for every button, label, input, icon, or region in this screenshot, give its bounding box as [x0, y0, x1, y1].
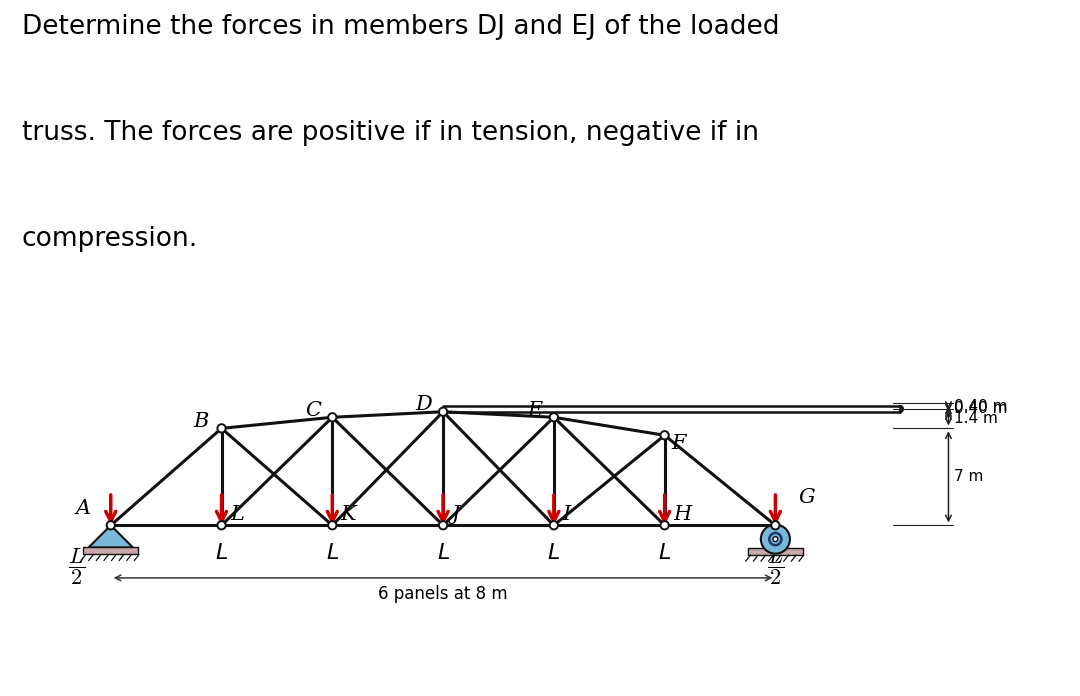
Bar: [83, 548, 138, 554]
Text: $L$: $L$: [326, 544, 339, 563]
Circle shape: [550, 413, 558, 422]
Circle shape: [661, 521, 669, 530]
Text: compression.: compression.: [22, 226, 198, 251]
Text: C: C: [305, 401, 321, 420]
Text: $\dfrac{L}{2}$: $\dfrac{L}{2}$: [68, 546, 84, 587]
Circle shape: [661, 431, 669, 439]
Text: D: D: [416, 395, 432, 414]
Circle shape: [328, 413, 337, 422]
Circle shape: [217, 521, 226, 530]
Text: $L$: $L$: [436, 544, 449, 563]
Text: 6 panels at 8 m: 6 panels at 8 m: [378, 585, 508, 603]
Text: 0.40 m: 0.40 m: [954, 402, 1008, 416]
Text: H: H: [673, 505, 691, 523]
Bar: [747, 548, 804, 555]
Circle shape: [438, 408, 447, 416]
Text: $\dfrac{L}{2}$: $\dfrac{L}{2}$: [767, 546, 784, 587]
Text: E: E: [527, 401, 542, 420]
Text: truss. The forces are positive if in tension, negative if in: truss. The forces are positive if in ten…: [22, 120, 758, 145]
Text: G: G: [799, 488, 815, 507]
Circle shape: [438, 521, 447, 530]
Circle shape: [760, 525, 789, 553]
Circle shape: [107, 521, 114, 530]
Polygon shape: [89, 525, 133, 548]
Text: A: A: [76, 499, 91, 518]
Text: $L$: $L$: [548, 544, 561, 563]
Text: 7 m: 7 m: [954, 469, 984, 484]
Text: $L$: $L$: [215, 544, 228, 563]
Text: 0.40 m: 0.40 m: [954, 399, 1008, 413]
Text: F: F: [671, 434, 686, 453]
Circle shape: [217, 424, 226, 432]
Circle shape: [771, 521, 780, 530]
Text: B: B: [193, 412, 208, 431]
Circle shape: [328, 521, 337, 530]
Circle shape: [773, 537, 778, 541]
Text: J: J: [451, 505, 460, 523]
Text: 1.4 m: 1.4 m: [954, 411, 998, 426]
Text: I: I: [563, 505, 570, 523]
Text: L: L: [230, 505, 244, 523]
Circle shape: [550, 521, 558, 530]
Text: $L$: $L$: [658, 544, 671, 563]
Text: K: K: [340, 505, 356, 523]
Text: Determine the forces in members DJ and EJ of the loaded: Determine the forces in members DJ and E…: [22, 14, 779, 40]
